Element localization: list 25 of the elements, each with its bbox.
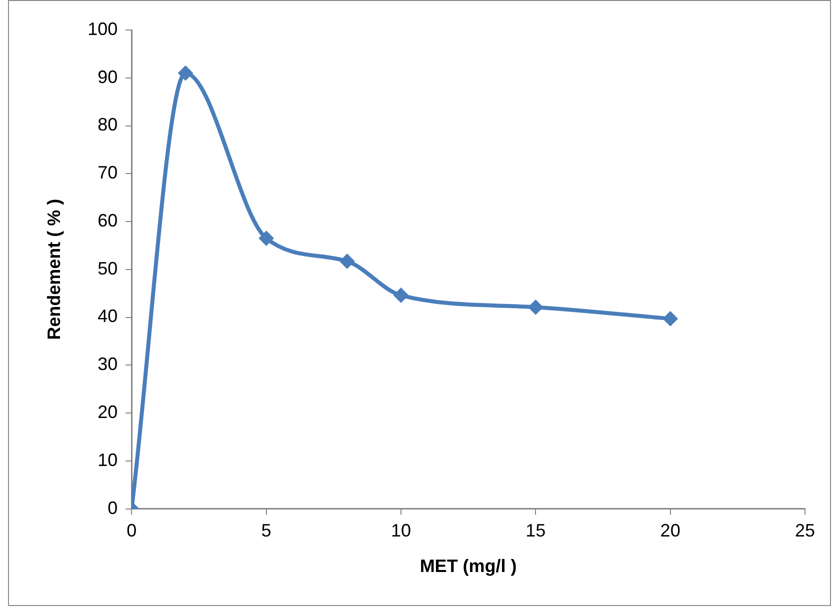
x-tick-label: 5 <box>261 520 272 541</box>
x-tick-label: 20 <box>660 520 680 541</box>
y-tick-label: 0 <box>108 498 118 518</box>
y-tick-label: 90 <box>98 66 118 87</box>
y-tick-label: 40 <box>98 306 118 326</box>
point <box>178 66 193 81</box>
point <box>528 300 544 315</box>
x-tick-label: 25 <box>794 520 816 541</box>
x-tick-label: 15 <box>526 520 546 541</box>
point <box>393 288 408 303</box>
y-tick-label: 70 <box>98 162 118 183</box>
x-tick-label: 10 <box>390 520 411 541</box>
y-tick-label: 30 <box>98 354 118 374</box>
y-tick-label: 50 <box>98 258 118 278</box>
y-tick-label: 100 <box>88 18 118 39</box>
y-tick-label: 80 <box>98 114 118 135</box>
point <box>340 254 355 269</box>
y-tick-label: 20 <box>98 402 118 422</box>
x-axis-title: MET (mg/l ) <box>420 556 517 576</box>
point <box>258 230 274 246</box>
y-axis-title: Rendement ( % ) <box>44 198 64 340</box>
y-tick-label: 60 <box>98 210 118 230</box>
y-tick-label: 10 <box>98 450 118 470</box>
point <box>662 311 678 326</box>
x-tick-label: 0 <box>126 520 137 541</box>
